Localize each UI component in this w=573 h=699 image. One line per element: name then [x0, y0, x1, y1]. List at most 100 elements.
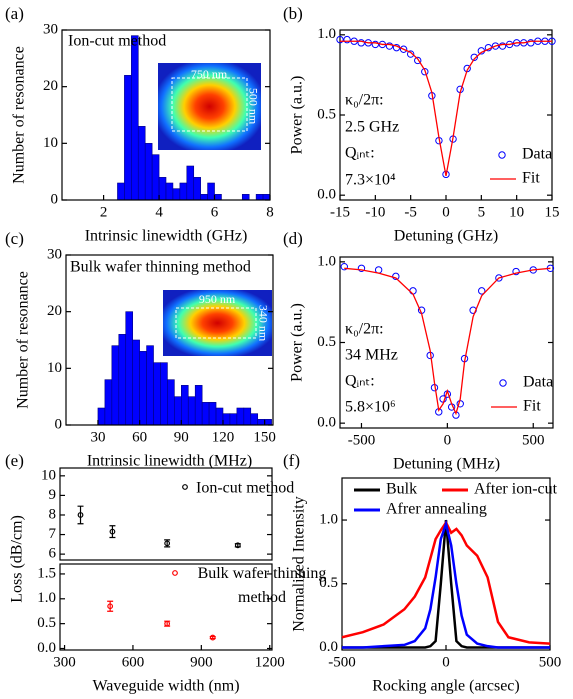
x-axis-title: Intrinsic linewidth (MHz) — [87, 453, 252, 470]
bar — [165, 182, 174, 201]
x-tick-label: 500 — [522, 432, 545, 448]
bar — [132, 339, 140, 426]
bar — [151, 154, 160, 201]
y-tick-label: 1.0 — [319, 511, 338, 527]
plot-frame — [59, 563, 273, 651]
y-tick-label: 0.5 — [37, 615, 56, 631]
series-line — [340, 40, 552, 177]
bar — [262, 194, 271, 201]
legend-label: Fit — [522, 170, 540, 187]
x-tick-label: 0 — [442, 204, 450, 220]
inset-label: 750 nm — [191, 67, 228, 81]
data-point — [343, 35, 351, 44]
data-point — [385, 42, 394, 50]
annotation: 5.8×10⁶ — [345, 399, 396, 416]
bar — [255, 194, 264, 201]
data-point — [512, 267, 520, 276]
annotation: κ₀/2π: — [345, 321, 384, 338]
panel-label: (e) — [5, 451, 24, 470]
bar — [97, 407, 106, 426]
y-tick-label: 0.0 — [317, 187, 336, 203]
bar — [186, 165, 195, 201]
x-tick-label: 6 — [211, 204, 219, 220]
plot-frame — [59, 467, 273, 561]
x-tick-label: 600 — [122, 654, 145, 670]
plot-frame — [65, 254, 274, 426]
bar — [229, 413, 238, 426]
annotation: κ₀/2π: — [345, 92, 384, 109]
y-axis-title: Loss (dB/cm) — [9, 515, 26, 603]
y-tick-label: 1.0 — [37, 590, 56, 606]
bar — [215, 407, 224, 426]
x-tick-label: 150 — [253, 429, 276, 445]
bar — [124, 75, 132, 201]
inset-outline — [171, 77, 248, 132]
legend-label: After ion-cut — [474, 481, 558, 498]
bar — [208, 402, 217, 426]
x-tick-label: 90 — [174, 429, 189, 445]
inset-mode-image — [163, 290, 272, 356]
bar — [201, 402, 210, 426]
series-line — [341, 520, 551, 645]
y-tick-label: 0.5 — [317, 334, 336, 350]
bar — [250, 413, 259, 426]
y-tick-label: 0 — [55, 416, 63, 432]
inset-label: 500 nm — [246, 88, 260, 125]
bar — [207, 182, 215, 201]
annotation: Qᵢₙₜ: — [345, 145, 375, 162]
y-tick-label: 0.0 — [317, 415, 336, 431]
y-tick-label: 6 — [49, 546, 57, 562]
legend-label: Ion-cut method — [196, 480, 294, 497]
x-tick-label: 8 — [266, 204, 274, 220]
panel-label: (b) — [283, 4, 303, 23]
inset-label: 340 nm — [256, 305, 270, 342]
bar — [118, 334, 127, 426]
legend-label: Bulk — [386, 481, 417, 498]
bar — [257, 419, 265, 426]
x-tick-label: 0 — [442, 654, 450, 670]
data-point — [164, 540, 171, 547]
data-point — [107, 603, 114, 610]
annotation: 2.5 GHz — [345, 119, 399, 136]
y-tick-label: 0.0 — [319, 639, 338, 655]
series-line — [342, 519, 550, 649]
x-tick-label: 300 — [53, 654, 76, 670]
x-tick-label: 120 — [212, 429, 235, 445]
x-axis-title: Intrinsic linewidth (GHz) — [85, 228, 248, 245]
bar — [158, 177, 167, 201]
x-tick-label: -10 — [365, 204, 385, 220]
x-tick-label: 30 — [90, 429, 105, 445]
bar — [174, 396, 182, 426]
data-point — [498, 42, 507, 50]
x-tick-label: -5 — [404, 204, 417, 220]
data-point — [357, 264, 366, 272]
y-tick-label: 1.0 — [317, 26, 336, 42]
x-tick-label: 500 — [539, 654, 562, 670]
annotation: Ion-cut method — [68, 33, 166, 50]
annotation: 7.3×10⁴ — [345, 172, 396, 189]
data-point — [409, 287, 417, 295]
data-point — [442, 170, 450, 179]
data-point — [357, 39, 365, 47]
y-tick-label: 8 — [49, 506, 57, 522]
legend-marker — [182, 484, 188, 490]
y-tick-label: 20 — [43, 78, 58, 94]
data-point — [399, 45, 408, 53]
legend-label: Data — [522, 146, 552, 163]
bar — [153, 362, 161, 426]
inset-outline — [175, 307, 257, 339]
y-axis-title: Normalized Intensity — [291, 496, 308, 632]
x-axis-title: Detuning (GHz) — [394, 228, 498, 245]
x-axis-title: Detuning (MHz) — [393, 456, 500, 473]
x-axis-title: Rocking angle (arcsec) — [372, 678, 519, 695]
y-tick-label: 0 — [51, 191, 59, 207]
data-point — [527, 39, 535, 47]
bar — [181, 385, 189, 426]
data-point — [478, 287, 486, 295]
x-tick-label: 60 — [132, 429, 147, 445]
bar — [243, 407, 252, 426]
bar — [222, 413, 231, 426]
x-tick-label: -15 — [330, 204, 350, 220]
data-point — [340, 262, 348, 271]
